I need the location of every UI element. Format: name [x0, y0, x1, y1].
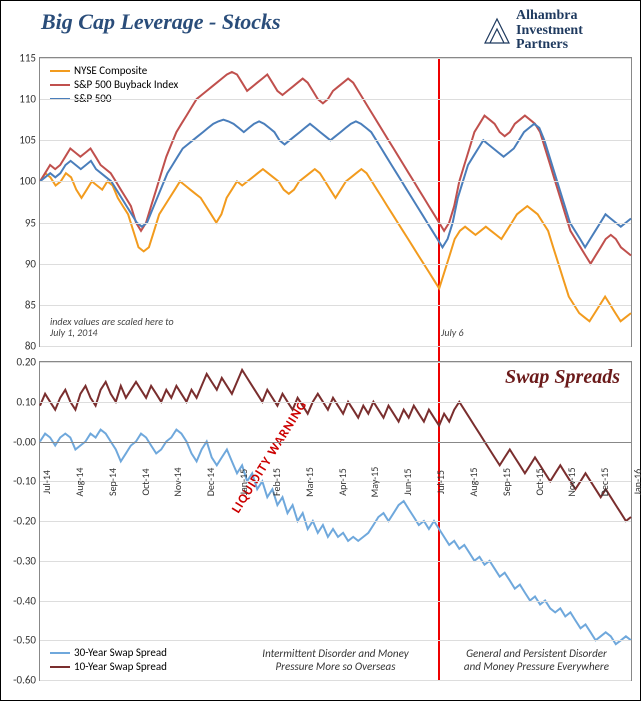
legend-label: NYSE Composite [74, 64, 147, 77]
series-line [40, 169, 631, 321]
legend-swatch-icon [50, 84, 70, 86]
legend-label: 30-Year Swap Spread [74, 646, 167, 659]
legend-item: 10-Year Swap Spread [50, 660, 167, 673]
xtick-label: Oct-14 [139, 468, 152, 495]
xtick-label: Mar-15 [303, 467, 316, 497]
legend-label: S&P 500 Buyback Index [74, 78, 178, 91]
top-plot-area: NYSE CompositeS&P 500 Buyback IndexS&P 5… [39, 57, 632, 347]
top-chart-title: Big Cap Leverage - Stocks [41, 9, 281, 35]
xtick-label: Aug-14 [73, 467, 86, 496]
xtick-label: Jan-15 [237, 468, 250, 494]
bottom-legend: 30-Year Swap Spread10-Year Swap Spread [50, 646, 167, 674]
brand-mark-icon [482, 16, 512, 46]
brand-logo: Alhambra Investment Partners [482, 7, 632, 55]
ytick-label: -0.50 [10, 634, 36, 647]
ytick-label: -0.40 [10, 594, 36, 607]
xtick-label: Oct-15 [533, 468, 546, 495]
series-line [40, 370, 631, 521]
xtick-label: Jul-14 [40, 470, 53, 494]
ytick-label: 100 [10, 175, 36, 188]
xtick-label: Apr-15 [336, 468, 349, 495]
xtick-label: Sep-15 [500, 467, 513, 495]
xtick-label: May-15 [368, 466, 381, 497]
xtick-label: Feb-15 [270, 468, 283, 496]
ytick-label: 105 [10, 134, 36, 147]
bottom-plot-area: 30-Year Swap Spread10-Year Swap Spread L… [39, 361, 632, 681]
xtick-label: Sep-14 [106, 467, 119, 495]
ytick-label: -0.60 [10, 674, 36, 687]
legend-item: S&P 500 Buyback Index [50, 78, 178, 91]
event-label: July 6 [441, 327, 463, 338]
series-line [40, 430, 631, 645]
legend-item: NYSE Composite [50, 64, 178, 77]
annotation: General and Persistent Disorderand Money… [446, 648, 626, 673]
xtick-label: Jul-15 [434, 470, 447, 494]
legend-swatch-icon [50, 666, 70, 668]
ytick-label: 95 [10, 216, 36, 229]
ytick-label: -0.20 [10, 515, 36, 528]
xtick-label: Jun-15 [401, 468, 414, 495]
ytick-label: 80 [10, 340, 36, 353]
ytick-label: 85 [10, 298, 36, 311]
legend-item: 30-Year Swap Spread [50, 646, 167, 659]
xtick-label: Jan-16 [631, 468, 641, 494]
ytick-label: 110 [10, 93, 36, 106]
xtick-label: Dec-15 [598, 467, 611, 496]
xtick-label: Nov-15 [565, 467, 578, 496]
ytick-label: 0.10 [10, 395, 36, 408]
legend-swatch-icon [50, 70, 70, 72]
legend-swatch-icon [50, 652, 70, 654]
brand-text: Alhambra Investment Partners [516, 9, 632, 53]
ytick-label: -0.30 [10, 554, 36, 567]
ytick-label: 115 [10, 52, 36, 65]
ytick-label: -0.00 [10, 435, 36, 448]
xtick-label: Nov-14 [171, 467, 184, 496]
chart-frame: Alhambra Investment Partners Big Cap Lev… [0, 0, 641, 701]
ytick-label: 0.20 [10, 356, 36, 369]
ytick-label: 90 [10, 257, 36, 270]
scale-note: index values are scaled here toJuly 1, 2… [50, 316, 174, 338]
xtick-label: Aug-15 [467, 467, 480, 496]
legend-label: 10-Year Swap Spread [74, 660, 167, 673]
ytick-label: -0.10 [10, 475, 36, 488]
xtick-label: Dec-14 [204, 467, 217, 496]
annotation: Intermittent Disorder and MoneyPressure … [246, 648, 426, 673]
